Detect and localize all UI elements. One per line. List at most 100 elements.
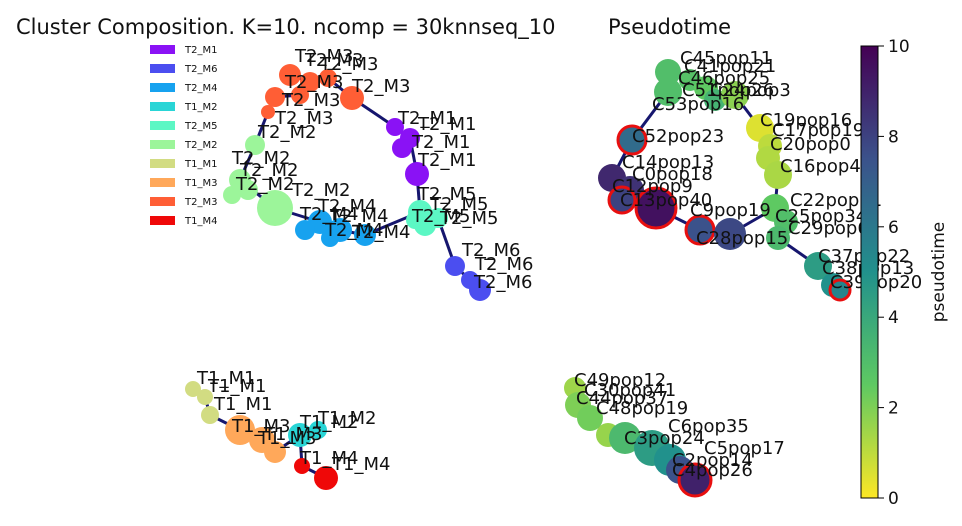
- colorbar-ticks: 0 2 4 6 8 10: [878, 37, 910, 509]
- cluster-node: [354, 224, 376, 246]
- node-label: T1_M3: [263, 424, 322, 445]
- node-label: T2_M2: [239, 160, 298, 181]
- left-plot-title: Cluster Composition. K=10. ncomp = 30knn…: [16, 15, 556, 40]
- node-label: T2_M2: [235, 174, 294, 195]
- node-label: C16pop4: [780, 156, 861, 177]
- node-label: T2_M2: [291, 180, 350, 201]
- pseudotime-node: [721, 81, 749, 109]
- cluster-node: [225, 415, 255, 445]
- pseudotime-node: [764, 161, 792, 189]
- node-label: T2_M1: [417, 114, 476, 135]
- node-label: C30pop41: [584, 380, 676, 401]
- cluster-node: [469, 279, 491, 301]
- right-node-labels: C45pop11C41pop21C46pop25C51pop26C53pop16…: [574, 48, 922, 481]
- node-label: C44pop37: [576, 388, 668, 409]
- cluster-node: [295, 220, 315, 240]
- colorbar-tick-label: 0: [888, 489, 899, 509]
- node-label: C22pop31: [790, 190, 882, 211]
- node-label: C25pop34: [775, 206, 867, 227]
- node-label: C51pop26: [682, 80, 774, 101]
- pseudotime-node: [609, 422, 641, 454]
- legend-label: T1_M4: [184, 216, 217, 227]
- node-label: T2_M5: [411, 206, 470, 227]
- node-label: C2pop14: [672, 450, 753, 471]
- node-label: C9pop19: [690, 200, 771, 221]
- node-label: T1_M1: [196, 368, 255, 389]
- legend-swatch: [150, 64, 175, 73]
- node-label: C49pop12: [574, 370, 666, 391]
- legend: T2_M1 T2_M6 T2_M4 T1_M2 T2_M5 T2_M2 T1_M1 T1_M3…: [150, 45, 217, 227]
- legend-label: T1_M1: [184, 159, 217, 170]
- pseudotime-node: [607, 185, 637, 215]
- pseudotime-node: [654, 78, 682, 106]
- cluster-node: [223, 186, 241, 204]
- node-label: T2_M3: [284, 72, 343, 93]
- legend-label: T2_M1: [184, 45, 217, 56]
- cluster-node: [340, 86, 364, 110]
- node-label: C48pop19: [596, 398, 688, 419]
- legend-swatch: [150, 159, 175, 168]
- legend-swatch: [150, 140, 175, 149]
- node-label: T2_M4: [299, 204, 358, 225]
- cluster-node: [314, 466, 338, 490]
- node-label: T2_M3: [304, 50, 363, 71]
- cluster-node: [201, 406, 219, 424]
- node-label: C3pop24: [624, 428, 705, 449]
- node-label: T1_M3: [257, 428, 316, 449]
- colorbar-tick-label: 2: [888, 399, 899, 419]
- legend-swatch: [150, 45, 175, 54]
- cluster-node: [406, 211, 424, 229]
- cluster-node: [257, 190, 293, 226]
- colorbar-gradient: [860, 45, 879, 499]
- legend-swatch: [150, 216, 175, 225]
- cluster-node: [392, 138, 412, 158]
- right-graph-nodes: [564, 59, 852, 498]
- legend-swatch: [150, 121, 175, 130]
- cluster-node: [238, 180, 258, 200]
- legend-label: T1_M2: [184, 102, 217, 113]
- node-label: C53pop16: [652, 94, 744, 115]
- colorbar: 0 2 4 6 8 10 pseudotime: [860, 37, 949, 509]
- colorbar-tick-label: 8: [888, 127, 899, 147]
- node-label: C4pop26: [672, 460, 753, 481]
- cluster-node: [197, 389, 213, 405]
- pseudotime-node: [634, 186, 678, 230]
- node-label: T2_M1: [417, 150, 476, 171]
- legend-label: T2_M4: [184, 83, 217, 94]
- left-graph-nodes: [185, 64, 491, 490]
- node-label: C12pop9: [612, 176, 693, 197]
- colorbar-tick-label: 6: [888, 218, 899, 238]
- node-label: T2_M4: [351, 222, 410, 243]
- node-label: T2_M4: [324, 220, 383, 241]
- node-label: T2_M3: [351, 76, 410, 97]
- legend-swatch: [150, 197, 175, 206]
- legend-swatch: [150, 102, 175, 111]
- pseudotime-node: [766, 226, 790, 250]
- cluster-node: [261, 105, 275, 119]
- node-label: T1_M1: [213, 394, 272, 415]
- cluster-node: [300, 72, 320, 92]
- cluster-node: [386, 118, 404, 136]
- legend-label: T2_M2: [184, 140, 217, 151]
- node-label: T1_M2: [299, 412, 358, 433]
- left-node-labels: T2_M3T2_M3T2_M3T2_M3T2_M3T2_M3T2_M3T2_M2…: [196, 46, 533, 475]
- cluster-node: [319, 69, 337, 87]
- node-label: T2_M1: [411, 132, 470, 153]
- pseudotime-node: [577, 405, 603, 431]
- node-label: T2_M2: [231, 148, 290, 169]
- node-label: T2_M1: [397, 108, 456, 129]
- node-label: C14pop13: [622, 152, 714, 173]
- cluster-node: [309, 421, 327, 439]
- node-label: T2_M3: [281, 90, 340, 111]
- node-label: T2_M3: [274, 108, 333, 129]
- node-label: T2_M6: [473, 272, 532, 293]
- node-label: T2_M4: [317, 196, 376, 217]
- colorbar-tick-label: 10: [888, 37, 910, 57]
- node-label: T2_M4: [329, 206, 388, 227]
- node-label: T2_M5: [417, 184, 476, 205]
- cluster-node: [264, 441, 286, 463]
- legend-swatch: [150, 178, 175, 187]
- node-label: C24pop3: [710, 80, 791, 101]
- legend-label: T2_M3: [184, 197, 217, 208]
- cluster-node: [321, 229, 339, 247]
